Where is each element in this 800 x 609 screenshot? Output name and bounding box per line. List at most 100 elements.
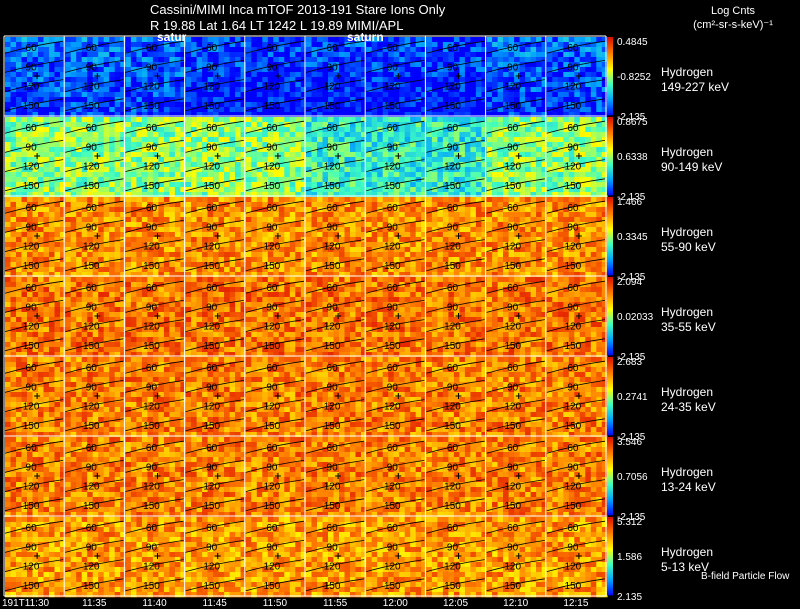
heatmap-cell	[81, 192, 88, 198]
heatmap-cell	[306, 37, 312, 43]
heatmap-cell	[196, 162, 203, 168]
heatmap-cell	[546, 192, 553, 198]
heatmap-cell	[54, 167, 61, 173]
heatmap-cell	[536, 187, 542, 193]
heatmap-cell	[426, 97, 433, 103]
heatmap-cell	[136, 122, 143, 128]
heatmap-cell	[245, 142, 252, 148]
heatmap-cell	[114, 207, 121, 213]
heatmap-cell	[240, 92, 247, 98]
heatmap-cell	[464, 82, 471, 88]
heatmap-cell	[240, 212, 247, 218]
heatmap-cell	[388, 117, 394, 123]
heatmap-cell	[453, 92, 460, 98]
heatmap-cell	[415, 67, 422, 73]
heatmap-cell	[300, 107, 307, 113]
heatmap-cell	[470, 107, 477, 113]
heatmap-cell	[322, 112, 329, 118]
heatmap-cell	[218, 82, 225, 88]
heatmap-cell	[141, 102, 148, 108]
heatmap-cell	[229, 42, 236, 48]
contour-label: 60	[26, 203, 38, 214]
heatmap-cell	[174, 167, 181, 173]
heatmap-cell	[328, 197, 334, 203]
heatmap-cell	[431, 82, 438, 88]
heatmap-cell	[289, 42, 296, 48]
heatmap-cell	[273, 172, 280, 178]
heatmap-cell	[136, 67, 143, 73]
heatmap-cell	[245, 257, 252, 263]
heatmap-cell	[185, 102, 192, 108]
heatmap-cell	[284, 207, 291, 213]
heatmap-cell	[546, 112, 553, 118]
heatmap-cell	[65, 42, 71, 48]
heatmap-cell	[174, 227, 181, 233]
heatmap-cell	[5, 82, 11, 88]
heatmap-cell	[98, 52, 104, 58]
heatmap-cell	[70, 142, 77, 148]
heatmap-cell	[98, 207, 104, 213]
heatmap-cell	[125, 257, 132, 263]
heatmap-cell	[601, 182, 608, 188]
heatmap-cell	[114, 167, 121, 173]
heatmap-cell	[278, 52, 285, 58]
heatmap-cell	[541, 172, 548, 178]
heatmap-cell	[355, 132, 362, 138]
heatmap-cell	[328, 252, 334, 258]
heatmap-cell	[87, 92, 93, 98]
heatmap-cell	[421, 202, 427, 208]
heatmap-cell	[235, 252, 241, 258]
heatmap-cell	[306, 197, 312, 203]
heatmap-cell	[191, 237, 197, 243]
heatmap-cell	[136, 157, 143, 163]
heatmap-cell	[185, 47, 192, 53]
contour-label: 60	[266, 203, 278, 214]
heatmap-cell	[393, 87, 400, 93]
heatmap-cell	[109, 162, 115, 168]
heatmap-cell	[240, 222, 247, 228]
pitch-angle-contour	[4, 40, 64, 54]
heatmap-cell	[196, 242, 203, 248]
heatmap-cell	[65, 87, 71, 93]
heatmap-cell	[377, 87, 383, 93]
heatmap-cell	[240, 62, 247, 68]
heatmap-cell	[289, 227, 296, 233]
heatmap-cell	[448, 52, 455, 58]
heatmap-cell	[54, 262, 61, 268]
colorbar-segment	[607, 74, 613, 77]
heatmap-cell	[399, 117, 405, 123]
heatmap-cell	[120, 132, 126, 138]
heatmap-cell	[235, 272, 241, 278]
heatmap-cell	[350, 177, 356, 183]
heatmap-cell	[251, 77, 258, 83]
heatmap-cell	[125, 42, 132, 48]
heatmap-cell	[410, 87, 416, 93]
heatmap-cell	[350, 147, 356, 153]
colorbar-segment	[607, 81, 613, 85]
heatmap-cell	[350, 187, 356, 193]
heatmap-cell	[103, 227, 110, 233]
pitch-angle-contour	[486, 40, 545, 54]
heatmap-cell	[366, 137, 372, 143]
heatmap-cell	[27, 192, 33, 198]
heatmap-cell	[130, 117, 137, 123]
heatmap-cell	[481, 37, 488, 43]
heatmap-cell	[125, 37, 132, 43]
heatmap-cell	[191, 47, 197, 53]
heatmap-cell	[388, 92, 394, 98]
heatmap-cell	[136, 232, 143, 238]
heatmap-cell	[306, 262, 312, 268]
heatmap-cell	[601, 92, 608, 98]
heatmap-cell	[404, 102, 411, 108]
heatmap-cell	[109, 47, 115, 53]
heatmap-cell	[191, 142, 197, 148]
heatmap-cell	[191, 192, 197, 198]
heatmap-cell	[366, 77, 372, 83]
heatmap-cell	[525, 182, 531, 188]
heatmap-cell	[213, 72, 219, 78]
heatmap-cell	[191, 137, 197, 143]
heatmap-cell	[426, 192, 433, 198]
heatmap-cell	[213, 197, 219, 203]
heatmap-cell	[475, 172, 482, 178]
contour-label: 150	[324, 181, 341, 192]
